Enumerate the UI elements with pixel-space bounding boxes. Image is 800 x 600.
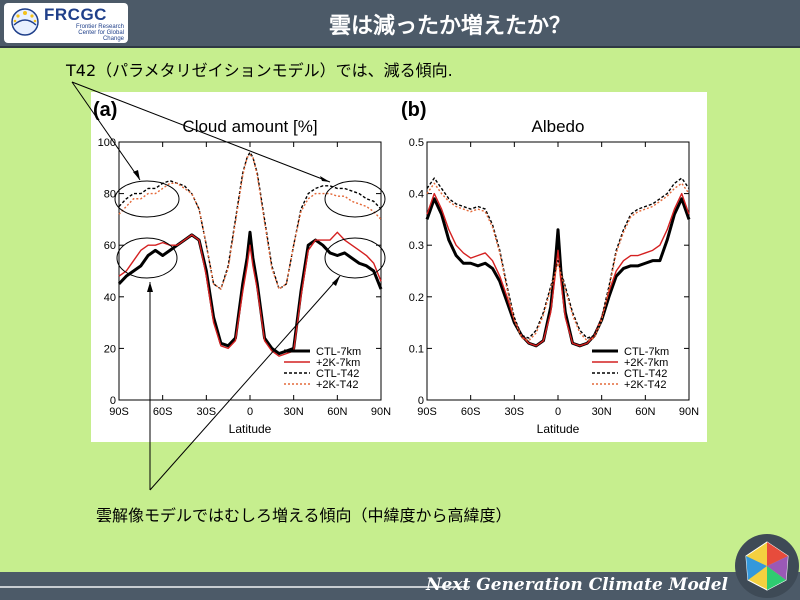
series-line (426, 177, 690, 339)
x-tick-label: 60S (153, 406, 173, 418)
y-tick-label: 0.2 (409, 292, 424, 304)
series-line (426, 192, 690, 347)
y-tick-label: 0 (418, 395, 424, 407)
figure-panel: (a) Cloud amount [%] 0 20 40 60 80 100 90S 60S 30S… (91, 92, 707, 442)
y-tick-label: 100 (98, 137, 116, 149)
note-top: T42（パラメタリゼイションモデル）では、減る傾向. (66, 61, 453, 80)
series-line (118, 154, 382, 290)
panel-label: (a) (93, 99, 117, 121)
y-tick-label: 0.3 (409, 240, 424, 252)
series-line (118, 151, 382, 290)
x-tick-label: 90N (371, 406, 391, 418)
x-tick-label: 0 (555, 406, 561, 418)
panel-label: (b) (401, 99, 427, 121)
chart-title: Cloud amount [%] (182, 117, 317, 136)
x-tick-label: 60S (461, 406, 481, 418)
legend-label: +2K-7km (624, 357, 668, 369)
note-bottom: 雲解像モデルではむしろ増える傾向（中緯度から高緯度） (96, 506, 512, 525)
x-tick-label: 0 (247, 406, 253, 418)
footer-text: Next Generation Climate Model (425, 575, 728, 595)
cloud-amount-chart: (a) Cloud amount [%] 0 20 40 60 80 100 90S 60S 30S… (93, 99, 391, 436)
x-tick-label: 60N (635, 406, 655, 418)
legend-label: CTL-T42 (624, 368, 667, 380)
y-tick-label: 20 (104, 343, 116, 355)
globe-logo-icon (11, 8, 39, 36)
logo-text: FRCGC (44, 5, 107, 24)
legend-label: +2K-T42 (316, 379, 359, 391)
chart-title: Albedo (532, 117, 585, 136)
x-axis-label: Latitude (537, 422, 580, 436)
logo-subtitle: Frontier Research Center for Global Chan… (75, 24, 124, 42)
x-tick-label: 30N (592, 406, 612, 418)
x-tick-label: 90S (417, 406, 437, 418)
y-tick-label: 80 (104, 189, 116, 201)
x-tick-label: 90N (679, 406, 699, 418)
polyhedron-logo-icon (735, 534, 799, 598)
legend-label: CTL-7km (624, 346, 669, 358)
y-tick-label: 0.1 (409, 343, 424, 355)
footer-divider (0, 586, 470, 588)
x-tick-label: 90S (109, 406, 129, 418)
footer-bar: Next Generation Climate Model (0, 572, 800, 600)
x-tick-label: 30S (197, 406, 217, 418)
header-bar: FRCGC Frontier Research Center for Globa… (0, 0, 800, 48)
x-tick-label: 60N (327, 406, 347, 418)
albedo-chart: (b) Albedo 0 0.1 0.2 0.3 0.4 0.5 90S 60S 30S 0 30N 60… (401, 99, 699, 436)
x-tick-label: 30S (505, 406, 525, 418)
series-line (425, 197, 691, 348)
y-tick-label: 60 (104, 240, 116, 252)
y-tick-label: 0 (110, 395, 116, 407)
frcgc-logo: FRCGC Frontier Research Center for Globa… (4, 3, 128, 43)
y-tick-label: 0.5 (409, 137, 424, 149)
slide-title: 雲は減ったか増えたか？ (328, 14, 571, 39)
x-axis-label: Latitude (229, 422, 272, 436)
series-line (117, 230, 383, 356)
y-tick-label: 0.4 (409, 189, 424, 201)
x-tick-label: 30N (284, 406, 304, 418)
legend-label: +2K-T42 (624, 379, 667, 391)
y-tick-label: 40 (104, 292, 116, 304)
